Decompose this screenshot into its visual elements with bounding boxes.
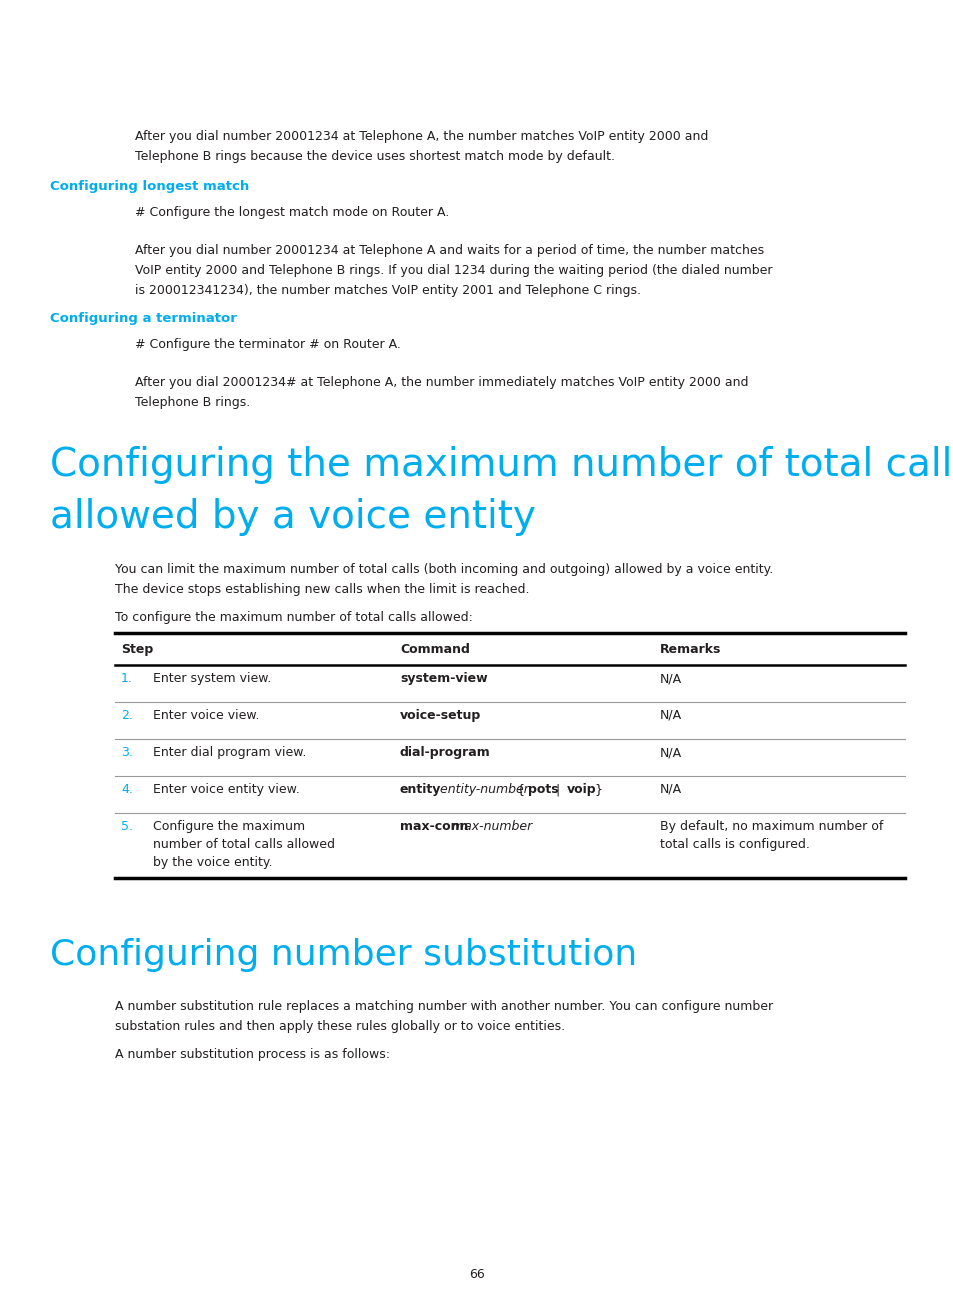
Text: The device stops establishing new calls when the limit is reached.: The device stops establishing new calls … bbox=[115, 583, 529, 596]
Text: N/A: N/A bbox=[659, 673, 681, 686]
Text: A number substitution process is as follows:: A number substitution process is as foll… bbox=[115, 1048, 390, 1061]
Text: 5.: 5. bbox=[121, 820, 132, 833]
Text: Configure the maximum: Configure the maximum bbox=[152, 820, 305, 833]
Text: max-conn: max-conn bbox=[399, 820, 468, 833]
Text: allowed by a voice entity: allowed by a voice entity bbox=[50, 498, 536, 537]
Text: N/A: N/A bbox=[659, 783, 681, 796]
Text: 4.: 4. bbox=[121, 783, 132, 796]
Text: Enter dial program view.: Enter dial program view. bbox=[152, 746, 306, 759]
Text: Telephone B rings because the device uses shortest match mode by default.: Telephone B rings because the device use… bbox=[135, 150, 615, 163]
Text: # Configure the longest match mode on Router A.: # Configure the longest match mode on Ro… bbox=[135, 206, 449, 219]
Text: # Configure the terminator # on Router A.: # Configure the terminator # on Router A… bbox=[135, 338, 400, 351]
Text: |: | bbox=[552, 783, 563, 796]
Text: 1.: 1. bbox=[121, 673, 132, 686]
Text: voice-setup: voice-setup bbox=[399, 709, 480, 722]
Text: 66: 66 bbox=[469, 1267, 484, 1280]
Text: }: } bbox=[590, 783, 602, 796]
Text: max-number: max-number bbox=[448, 820, 532, 833]
Text: Configuring a terminator: Configuring a terminator bbox=[50, 312, 236, 325]
Text: Step: Step bbox=[121, 643, 153, 656]
Text: total calls is configured.: total calls is configured. bbox=[659, 839, 809, 851]
Text: pots: pots bbox=[527, 783, 558, 796]
Text: 2.: 2. bbox=[121, 709, 132, 722]
Text: After you dial number 20001234 at Telephone A and waits for a period of time, th: After you dial number 20001234 at Teleph… bbox=[135, 244, 763, 257]
Text: entity-number: entity-number bbox=[436, 783, 528, 796]
Text: A number substitution rule replaces a matching number with another number. You c: A number substitution rule replaces a ma… bbox=[115, 1001, 772, 1013]
Text: Enter voice view.: Enter voice view. bbox=[152, 709, 259, 722]
Text: After you dial number 20001234 at Telephone A, the number matches VoIP entity 20: After you dial number 20001234 at Teleph… bbox=[135, 130, 708, 143]
Text: Telephone B rings.: Telephone B rings. bbox=[135, 397, 250, 410]
Text: N/A: N/A bbox=[659, 746, 681, 759]
Text: Configuring longest match: Configuring longest match bbox=[50, 180, 249, 193]
Text: number of total calls allowed: number of total calls allowed bbox=[152, 839, 335, 851]
Text: Enter system view.: Enter system view. bbox=[152, 673, 271, 686]
Text: is 200012341234), the number matches VoIP entity 2001 and Telephone C rings.: is 200012341234), the number matches VoI… bbox=[135, 284, 640, 297]
Text: Configuring the maximum number of total calls: Configuring the maximum number of total … bbox=[50, 446, 953, 483]
Text: substation rules and then apply these rules globally or to voice entities.: substation rules and then apply these ru… bbox=[115, 1020, 564, 1033]
Text: Enter voice entity view.: Enter voice entity view. bbox=[152, 783, 299, 796]
Text: N/A: N/A bbox=[659, 709, 681, 722]
Text: Configuring number substitution: Configuring number substitution bbox=[50, 938, 637, 972]
Text: After you dial 20001234# at Telephone A, the number immediately matches VoIP ent: After you dial 20001234# at Telephone A,… bbox=[135, 376, 748, 389]
Text: system-view: system-view bbox=[399, 673, 487, 686]
Text: voip: voip bbox=[566, 783, 596, 796]
Text: by the voice entity.: by the voice entity. bbox=[152, 855, 273, 870]
Text: 3.: 3. bbox=[121, 746, 132, 759]
Text: VoIP entity 2000 and Telephone B rings. If you dial 1234 during the waiting peri: VoIP entity 2000 and Telephone B rings. … bbox=[135, 264, 772, 277]
Text: To configure the maximum number of total calls allowed:: To configure the maximum number of total… bbox=[115, 610, 473, 623]
Text: dial-program: dial-program bbox=[399, 746, 490, 759]
Text: You can limit the maximum number of total calls (both incoming and outgoing) all: You can limit the maximum number of tota… bbox=[115, 562, 773, 575]
Text: Remarks: Remarks bbox=[659, 643, 720, 656]
Text: {: { bbox=[513, 783, 529, 796]
Text: Command: Command bbox=[399, 643, 470, 656]
Text: By default, no maximum number of: By default, no maximum number of bbox=[659, 820, 882, 833]
Text: entity: entity bbox=[399, 783, 441, 796]
